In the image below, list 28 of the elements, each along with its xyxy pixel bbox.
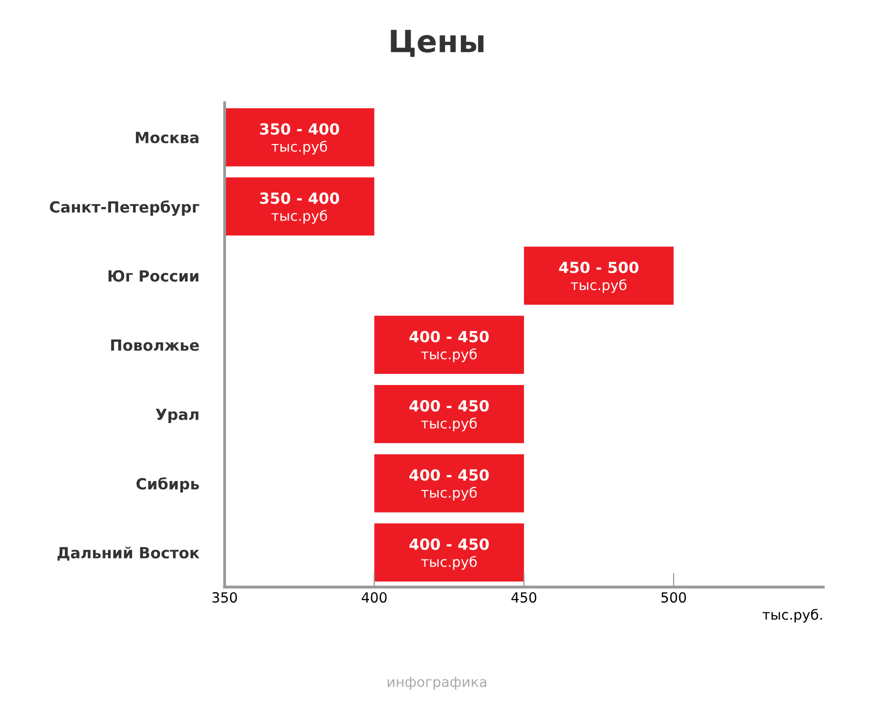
- bar: [374, 316, 524, 374]
- x-tick-label: 500: [661, 592, 686, 603]
- annotation: 450 - 500 тыс.руб: [559, 262, 638, 293]
- annotation: 400 - 450 тыс.руб: [409, 538, 489, 570]
- x-axis-title: тыс.руб.: [762, 608, 822, 623]
- bar: [524, 246, 674, 305]
- chart-title: Цены: [390, 30, 484, 57]
- bar: [224, 177, 374, 236]
- y-tick-label: Дальний Восток: [58, 546, 200, 561]
- annotation: 350 - 400 тыс.руб: [260, 123, 340, 154]
- bar: [374, 523, 524, 582]
- annotation: 400 - 450 тыс.руб: [409, 469, 489, 500]
- y-tick-label: Сибирь: [136, 477, 199, 493]
- x-tick-label: 400: [362, 592, 387, 603]
- bar: [374, 385, 524, 444]
- annotation: 400 - 450 тыс.руб: [409, 400, 489, 432]
- y-tick-label: Санкт-Петербург: [50, 200, 200, 216]
- bar: [374, 454, 524, 512]
- y-tick-label: Поволжье: [111, 340, 199, 351]
- text: инфографика: [388, 676, 486, 690]
- x-tick-label: 450: [511, 592, 536, 603]
- x-tick-label: 350: [212, 592, 237, 603]
- y-tick-label: Москва: [136, 132, 198, 144]
- y-tick-label: Юг России: [108, 270, 198, 282]
- annotation: 400 - 450 тыс.руб: [409, 330, 489, 362]
- y-tick-label: Урал: [156, 408, 198, 424]
- bar: [224, 108, 374, 166]
- annotation: 350 - 400 тыс.руб: [260, 192, 340, 224]
